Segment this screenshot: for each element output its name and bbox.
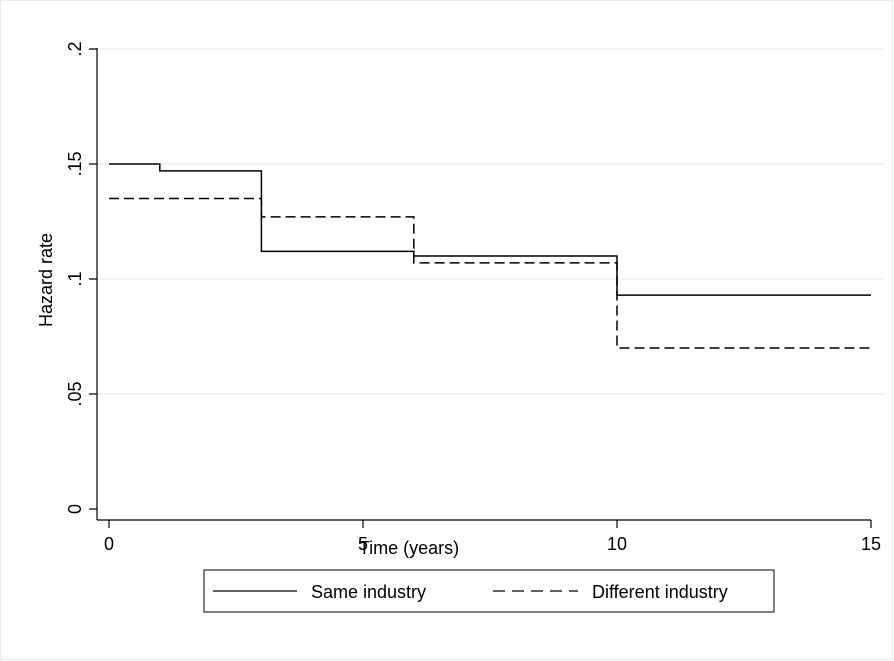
series-line-different-industry: [109, 197, 871, 349]
x-ticks: 0 5 10 15: [104, 520, 881, 554]
series-line-same-industry: [109, 163, 871, 296]
series-lines: [109, 163, 871, 349]
y-axis-title: Hazard rate: [36, 233, 56, 327]
x-tick-label-3: 15: [861, 534, 881, 554]
x-tick-label-2: 10: [607, 534, 627, 554]
gridlines: [97, 48, 884, 395]
x-tick-label-0: 0: [104, 534, 114, 554]
legend-label-same-industry: Same industry: [311, 582, 426, 602]
x-axis-title: Time (years): [359, 538, 459, 558]
y-ticks: 0 .05 .1 .15 .2: [65, 41, 97, 514]
legend-box: [203, 569, 775, 613]
axes: [96, 48, 871, 521]
y-tick-label-4: .2: [65, 41, 85, 56]
y-tick-label-0: 0: [65, 504, 85, 514]
y-tick-label-2: .1: [65, 271, 85, 286]
legend-label-different-industry: Different industry: [592, 582, 728, 602]
legend: Same industry Different industry: [203, 569, 775, 613]
x-tick-label-1: 5: [358, 534, 368, 554]
y-tick-label-3: .15: [65, 151, 85, 176]
y-tick-label-1: .05: [65, 381, 85, 406]
